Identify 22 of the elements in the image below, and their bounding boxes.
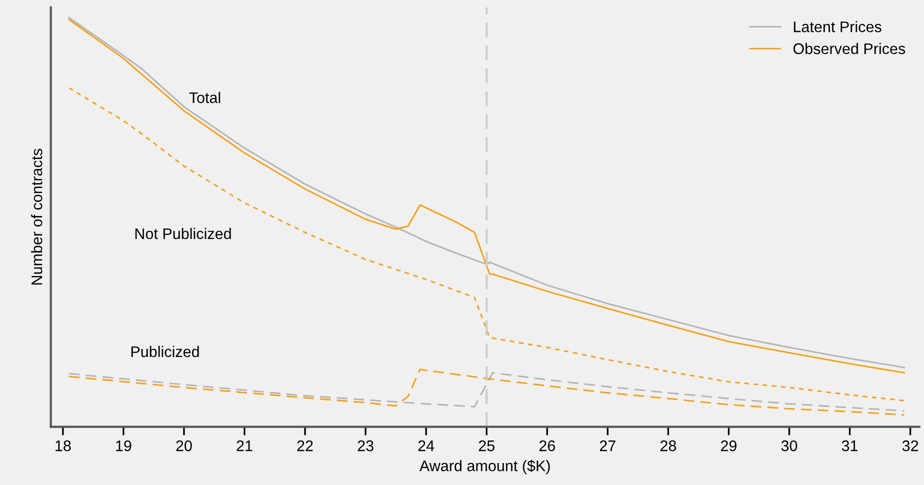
x-tick-label: 31 xyxy=(842,440,858,452)
x-tick-label: 18 xyxy=(56,440,71,452)
annotation: Not Publicized xyxy=(135,228,231,240)
x-tick-label: 25 xyxy=(478,440,494,452)
x-tick-label: 27 xyxy=(600,440,616,452)
x-tick-label: 21 xyxy=(236,440,252,452)
x-tick-label: 20 xyxy=(176,440,192,452)
legend-label: Observed Prices xyxy=(793,42,906,54)
x-tick-label: 22 xyxy=(297,440,313,452)
x-axis-title: Award amount ($K) xyxy=(419,460,550,474)
annotation: Total xyxy=(189,92,220,104)
annotation: Publicized xyxy=(131,346,199,358)
x-tick-label: 32 xyxy=(902,440,918,452)
x-tick-label: 26 xyxy=(539,440,555,452)
x-tick-label: 30 xyxy=(781,440,798,452)
y-axis-title: Number of contracts xyxy=(31,148,42,285)
legend-label: Latent Prices xyxy=(794,21,882,32)
x-tick-label: 24 xyxy=(418,440,434,452)
x-tick-label: 29 xyxy=(720,440,736,452)
x-tick-label: 28 xyxy=(660,440,676,452)
x-tick-label: 23 xyxy=(358,440,374,452)
x-tick-label: 19 xyxy=(116,440,132,452)
